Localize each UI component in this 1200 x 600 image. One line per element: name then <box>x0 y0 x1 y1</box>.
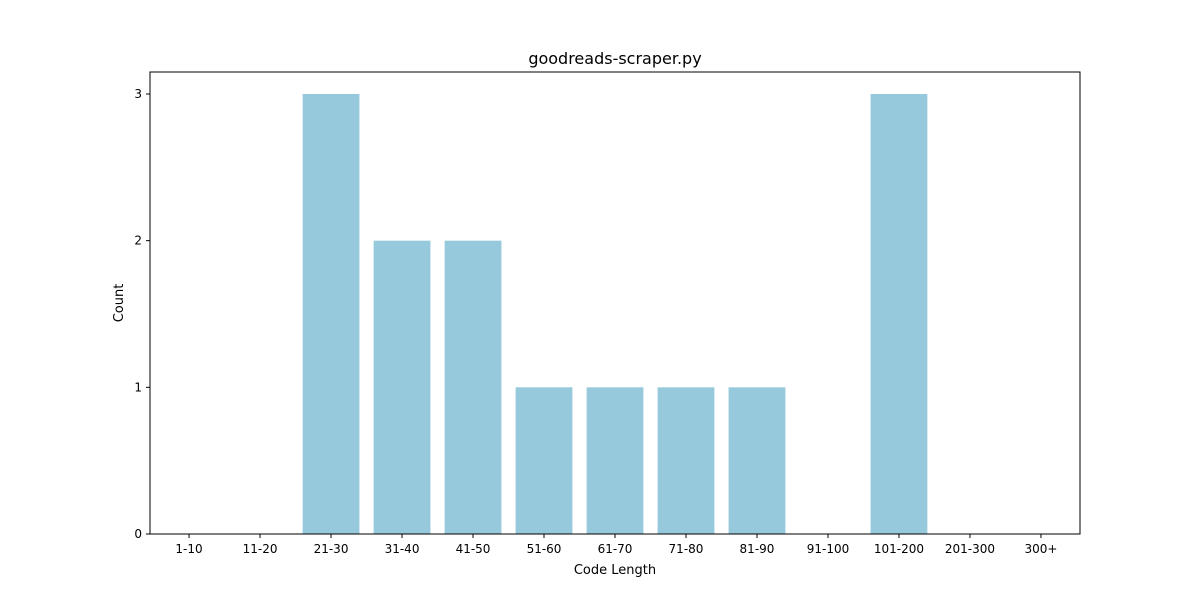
x-tick-label: 81-90 <box>740 542 775 556</box>
x-tick-label: 1-10 <box>175 542 202 556</box>
y-tick-label: 0 <box>134 527 142 541</box>
x-tick-label: 101-200 <box>874 542 924 556</box>
bar-21-30 <box>302 94 360 534</box>
bar-61-70 <box>586 387 644 534</box>
y-axis-ticks: 0 1 2 3 <box>134 87 150 541</box>
bar-41-50 <box>444 240 502 534</box>
y-tick-label: 2 <box>134 234 142 248</box>
bar-51-60 <box>515 387 573 534</box>
bars-group <box>302 94 928 534</box>
bar-71-80 <box>657 387 715 534</box>
x-tick-label: 11-20 <box>243 542 278 556</box>
bar-81-90 <box>728 387 786 534</box>
x-axis-ticks: 1-10 11-20 21-30 31-40 41-50 51-60 61-70 71-80 8… <box>175 534 1057 556</box>
x-tick-label: 300+ <box>1024 542 1057 556</box>
bar-31-40 <box>373 240 431 534</box>
x-axis-label: Code Length <box>574 563 656 578</box>
x-tick-label: 31-40 <box>385 542 420 556</box>
y-axis-label: Count <box>112 284 127 323</box>
bar-101-200 <box>870 94 928 534</box>
x-tick-label: 21-30 <box>314 542 349 556</box>
y-tick-label: 1 <box>134 380 142 394</box>
x-tick-label: 51-60 <box>527 542 562 556</box>
x-tick-label: 91-100 <box>807 542 850 556</box>
y-tick-label: 3 <box>134 87 142 101</box>
x-tick-label: 201-300 <box>945 542 995 556</box>
chart-title: goodreads-scraper.py <box>528 49 701 68</box>
x-tick-label: 41-50 <box>456 542 491 556</box>
x-tick-label: 61-70 <box>598 542 633 556</box>
x-tick-label: 71-80 <box>669 542 704 556</box>
